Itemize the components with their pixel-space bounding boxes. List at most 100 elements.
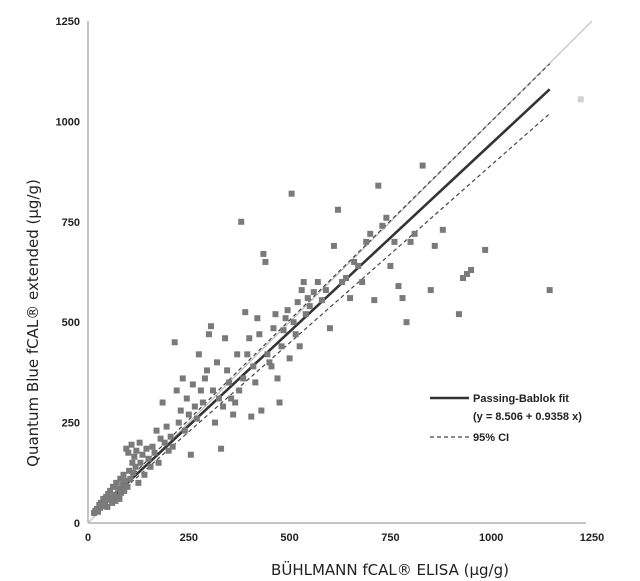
data-point <box>132 463 139 470</box>
data-point <box>302 311 309 318</box>
data-point <box>306 303 313 310</box>
data-point <box>367 230 374 237</box>
data-point <box>546 287 553 294</box>
data-point <box>258 407 265 414</box>
data-point <box>112 497 119 504</box>
data-point <box>124 483 131 490</box>
data-point <box>256 331 263 338</box>
data-point <box>431 242 438 249</box>
data-point <box>326 325 333 332</box>
data-point <box>274 375 281 382</box>
data-point <box>123 445 130 452</box>
data-point <box>232 399 239 406</box>
data-point <box>284 307 291 314</box>
data-point <box>109 499 116 506</box>
data-point <box>292 331 299 338</box>
data-point <box>403 319 410 326</box>
data-point <box>334 206 341 213</box>
x-tick-label: 1250 <box>580 532 604 544</box>
data-point <box>226 379 233 386</box>
legend-fit-equation: (y = 8.506 + 0.9358 x) <box>473 411 582 423</box>
data-point <box>141 471 148 478</box>
data-point <box>177 407 184 414</box>
data-points <box>91 162 553 516</box>
data-point <box>171 339 178 346</box>
data-point <box>133 447 140 454</box>
y-tick-label: 1000 <box>56 116 80 128</box>
data-point <box>222 335 229 342</box>
data-point <box>191 403 198 410</box>
data-point <box>95 508 102 515</box>
data-point <box>145 455 152 462</box>
data-point <box>189 381 196 388</box>
data-point <box>391 238 398 245</box>
data-point <box>135 479 142 486</box>
data-point <box>149 443 156 450</box>
data-point <box>322 287 329 294</box>
data-point <box>246 335 253 342</box>
plot-axes <box>87 21 586 524</box>
data-point <box>230 411 237 418</box>
data-point <box>355 262 362 269</box>
data-point <box>157 435 164 442</box>
x-tick-label: 250 <box>180 532 198 544</box>
data-point <box>115 485 122 492</box>
data-point <box>371 297 378 304</box>
data-point <box>105 491 112 498</box>
data-point <box>136 439 143 446</box>
outlier-point <box>577 96 584 103</box>
y-tick-label: 0 <box>74 518 80 530</box>
data-point <box>169 443 176 450</box>
x-tick-label: 750 <box>381 532 399 544</box>
data-point <box>130 469 137 476</box>
data-point <box>304 295 311 302</box>
data-point <box>129 459 136 466</box>
y-tick-label: 750 <box>62 217 80 229</box>
data-point <box>318 297 325 304</box>
data-point <box>252 379 259 386</box>
data-point <box>209 387 216 394</box>
data-point <box>181 427 188 434</box>
data-point <box>153 427 160 434</box>
data-point <box>120 471 127 478</box>
data-point <box>101 500 108 507</box>
data-point <box>125 449 132 456</box>
data-point <box>131 453 138 460</box>
data-point <box>262 258 269 265</box>
reference-lines <box>87 20 593 524</box>
y-tick-labels: 0 250 500 750 1000 1250 <box>56 16 80 530</box>
data-point <box>330 242 337 249</box>
data-point <box>464 271 471 278</box>
x-tick-labels: 0 250 500 750 1000 1250 <box>85 532 604 544</box>
y-tick-label: 1250 <box>56 16 80 28</box>
data-point <box>314 279 321 286</box>
data-point <box>272 311 279 318</box>
data-point <box>290 319 297 326</box>
data-point <box>197 387 204 394</box>
legend-ci-label: 95% CI <box>473 432 509 444</box>
data-point <box>459 275 466 282</box>
ci-lower-line <box>93 113 551 516</box>
data-point <box>351 258 358 265</box>
data-point <box>117 475 124 482</box>
data-point <box>407 238 414 245</box>
data-point <box>179 375 186 382</box>
data-point <box>118 489 125 496</box>
data-point <box>126 467 133 474</box>
data-point <box>270 325 277 332</box>
data-point <box>167 433 174 440</box>
data-point <box>199 399 206 406</box>
data-point <box>266 359 273 366</box>
data-point <box>399 295 406 302</box>
data-point <box>128 441 135 448</box>
x-tick-label: 1000 <box>479 532 503 544</box>
data-point <box>276 399 283 406</box>
data-point <box>203 367 210 374</box>
data-point <box>298 287 305 294</box>
y-axis-title: Quantum Blue fCAL® extended (μg/g) <box>24 179 42 467</box>
y-tick-label: 250 <box>62 418 80 430</box>
data-point <box>411 230 418 237</box>
data-point <box>161 439 168 446</box>
data-point <box>143 445 150 452</box>
